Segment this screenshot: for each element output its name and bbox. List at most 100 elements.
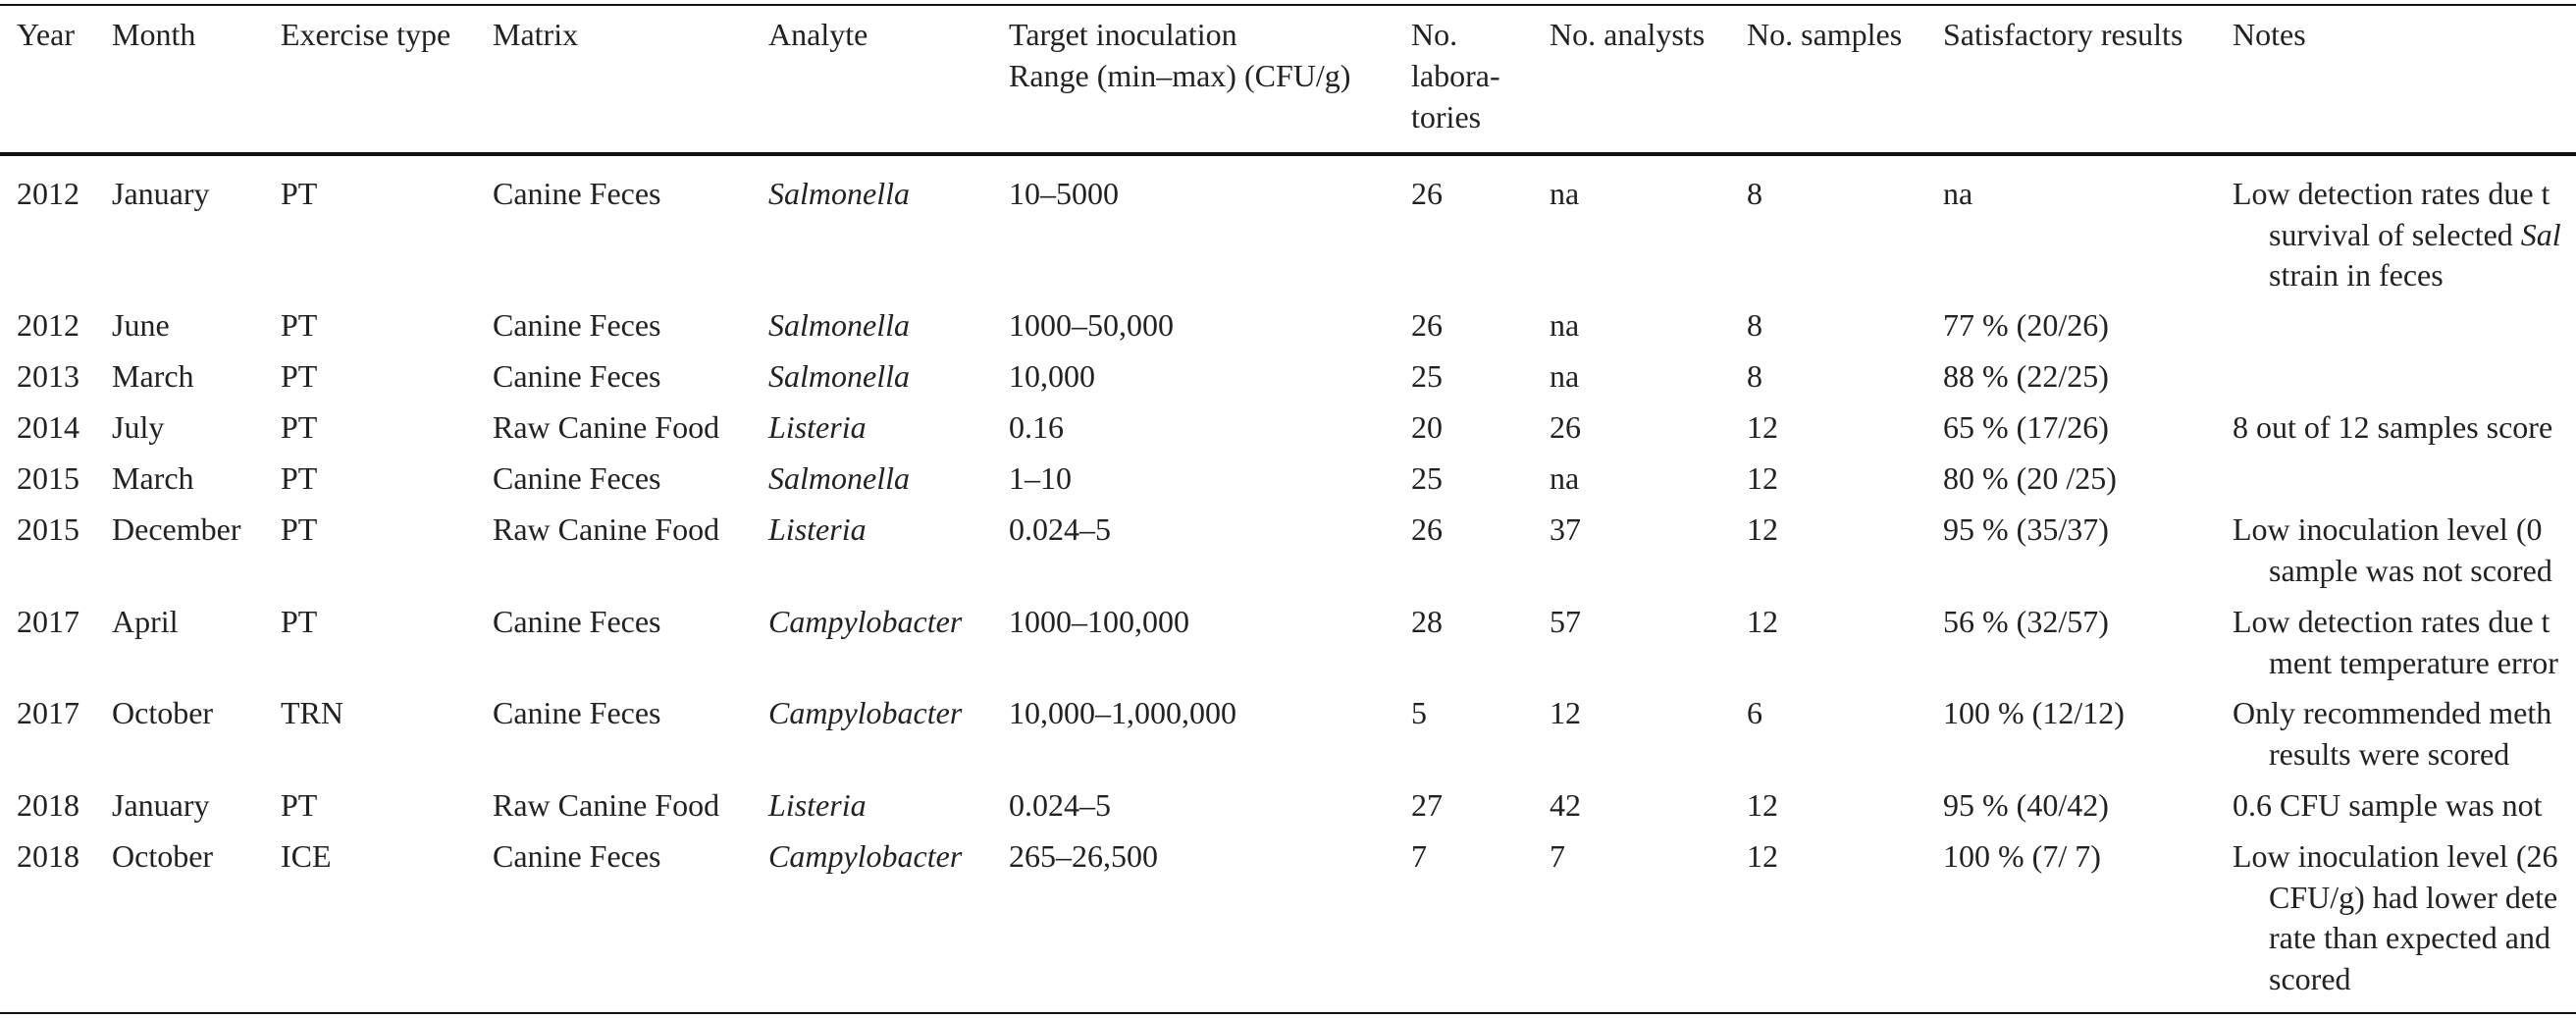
analyte: Salmonella xyxy=(768,307,910,343)
exercise-type: PT xyxy=(281,460,318,496)
exercise-type: PT xyxy=(281,787,318,823)
labs: 7 xyxy=(1411,838,1427,874)
exercise-type: PT xyxy=(281,176,318,211)
bottom-rule xyxy=(0,1012,2576,1014)
month: January xyxy=(112,176,210,211)
exercise-type: TRN xyxy=(281,695,343,730)
month: October xyxy=(112,695,214,730)
labs: 26 xyxy=(1411,511,1443,547)
month: October xyxy=(112,838,214,874)
analyte: Salmonella xyxy=(768,358,910,394)
note-line: ment temperature error xyxy=(2269,644,2558,680)
month: June xyxy=(112,307,170,343)
analyte: Salmonella xyxy=(768,460,910,496)
analyte: Campylobacter xyxy=(768,695,963,730)
note-text: survival of selected xyxy=(2269,216,2521,252)
satisfactory: 77 % (20/26) xyxy=(1943,307,2109,343)
matrix: Canine Feces xyxy=(493,460,661,496)
labs: 5 xyxy=(1411,695,1427,730)
note-line: Only recommended meth xyxy=(2233,695,2552,730)
matrix: Raw Canine Food xyxy=(493,409,720,445)
note-line: Low inoculation level (0 xyxy=(2233,511,2543,547)
header-exercise-type: Exercise type xyxy=(281,17,451,52)
analyte: Listeria xyxy=(768,511,867,547)
header-target: Range (min–max) (CFU/g) xyxy=(1009,58,1351,93)
matrix: Canine Feces xyxy=(493,176,661,211)
labs: 28 xyxy=(1411,604,1443,639)
top-rule xyxy=(0,4,2576,6)
analysts: na xyxy=(1550,358,1580,394)
year: 2018 xyxy=(17,838,79,874)
month: March xyxy=(112,358,194,394)
exercise-type: ICE xyxy=(281,838,332,874)
analysts: 7 xyxy=(1550,838,1565,874)
header-notes: Notes xyxy=(2233,17,2306,52)
satisfactory: na xyxy=(1943,176,1973,211)
analyte: Salmonella xyxy=(768,176,910,211)
target: 265–26,500 xyxy=(1009,838,1158,874)
note-line: sample was not scored xyxy=(2269,552,2552,588)
labs: 27 xyxy=(1411,787,1443,823)
year: 2015 xyxy=(17,511,79,547)
satisfactory: 80 % (20 /25) xyxy=(1943,460,2117,496)
target: 1–10 xyxy=(1009,460,1072,496)
matrix: Canine Feces xyxy=(493,695,661,730)
analysts: 37 xyxy=(1550,511,1581,547)
note-line: scored xyxy=(2269,961,2351,997)
note-line: Low inoculation level (26 xyxy=(2233,838,2558,874)
samples: 6 xyxy=(1747,695,1762,730)
satisfactory: 56 % (32/57) xyxy=(1943,604,2109,639)
analysts: na xyxy=(1550,307,1580,343)
note-italic: Sal xyxy=(2520,216,2561,252)
year: 2017 xyxy=(17,604,79,639)
header-year: Year xyxy=(17,17,75,52)
satisfactory: 100 % (7/ 7) xyxy=(1943,838,2101,874)
matrix: Raw Canine Food xyxy=(493,511,720,547)
satisfactory: 95 % (35/37) xyxy=(1943,511,2109,547)
note-line: rate than expected and xyxy=(2269,920,2550,956)
month: April xyxy=(112,604,179,639)
analysts: 42 xyxy=(1550,787,1581,823)
header-labs: No. xyxy=(1411,17,1458,52)
target: 1000–50,000 xyxy=(1009,307,1174,343)
exercise-type: PT xyxy=(281,358,318,394)
target: 1000–100,000 xyxy=(1009,604,1189,639)
note-line: survival of selected Sal xyxy=(2269,214,2561,255)
month: July xyxy=(112,409,165,445)
exercise-type: PT xyxy=(281,604,318,639)
analyte: Campylobacter xyxy=(768,604,963,639)
satisfactory: 65 % (17/26) xyxy=(1943,409,2109,445)
target: 10,000 xyxy=(1009,358,1095,394)
target: 0.024–5 xyxy=(1009,511,1111,547)
samples: 12 xyxy=(1747,460,1778,496)
analyte: Listeria xyxy=(768,409,867,445)
analysts: na xyxy=(1550,460,1580,496)
matrix: Canine Feces xyxy=(493,358,661,394)
year: 2012 xyxy=(17,307,79,343)
header-analysts: No. analysts xyxy=(1550,17,1706,52)
header-rule xyxy=(0,152,2576,156)
samples: 12 xyxy=(1747,511,1778,547)
samples: 12 xyxy=(1747,787,1778,823)
samples: 12 xyxy=(1747,409,1778,445)
satisfactory: 95 % (40/42) xyxy=(1943,787,2109,823)
matrix: Canine Feces xyxy=(493,307,661,343)
header-labs: labora- xyxy=(1411,58,1500,93)
note-line: Low detection rates due t xyxy=(2233,604,2550,639)
note-line: CFU/g) had lower dete xyxy=(2269,879,2558,915)
note-line: Low detection rates due t xyxy=(2233,176,2550,211)
samples: 8 xyxy=(1747,358,1762,394)
labs: 26 xyxy=(1411,176,1443,211)
header-target: Target inoculation xyxy=(1009,17,1237,52)
note-line: 8 out of 12 samples score xyxy=(2233,409,2553,445)
exercise-type: PT xyxy=(281,307,318,343)
header-matrix: Matrix xyxy=(493,17,579,52)
year: 2013 xyxy=(17,358,79,394)
matrix: Canine Feces xyxy=(493,838,661,874)
analyte: Campylobacter xyxy=(768,838,963,874)
analyte: Listeria xyxy=(768,787,867,823)
analysts: 12 xyxy=(1550,695,1581,730)
labs: 25 xyxy=(1411,358,1443,394)
year: 2015 xyxy=(17,460,79,496)
